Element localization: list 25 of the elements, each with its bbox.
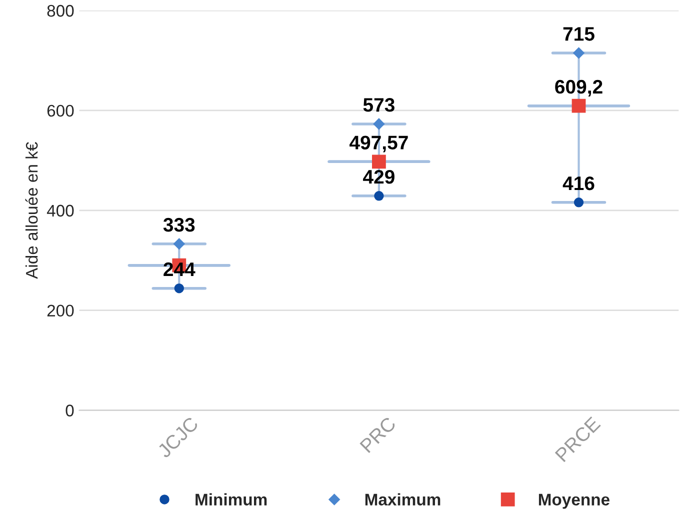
legend-label: Maximum bbox=[365, 493, 440, 506]
data-label: 573 bbox=[363, 98, 394, 112]
y-tick-label: 200 bbox=[47, 304, 74, 317]
y-tick-label: 400 bbox=[46, 204, 74, 217]
data-label: 416 bbox=[562, 176, 594, 190]
point bbox=[573, 47, 584, 59]
point bbox=[174, 238, 185, 250]
data-label: 333 bbox=[163, 218, 195, 232]
y-axis-title: Aide allouée en k€ bbox=[25, 142, 38, 279]
y-tick-label: 800 bbox=[47, 4, 74, 17]
legend-label: Moyenne bbox=[538, 494, 610, 509]
y-tick-label: 600 bbox=[47, 104, 74, 117]
data-label: 715 bbox=[563, 27, 594, 41]
data-label: 497,57 bbox=[350, 136, 408, 152]
point bbox=[572, 98, 586, 113]
point bbox=[372, 154, 386, 169]
point bbox=[374, 191, 384, 201]
y-tick-label: 0 bbox=[66, 404, 74, 416]
legend-label: Minimum bbox=[196, 493, 267, 506]
point bbox=[174, 283, 184, 294]
point bbox=[373, 118, 385, 130]
data-label: 429 bbox=[363, 170, 394, 184]
point bbox=[574, 198, 584, 208]
data-label: 609,2 bbox=[555, 80, 602, 97]
data-label: 244 bbox=[164, 262, 196, 276]
